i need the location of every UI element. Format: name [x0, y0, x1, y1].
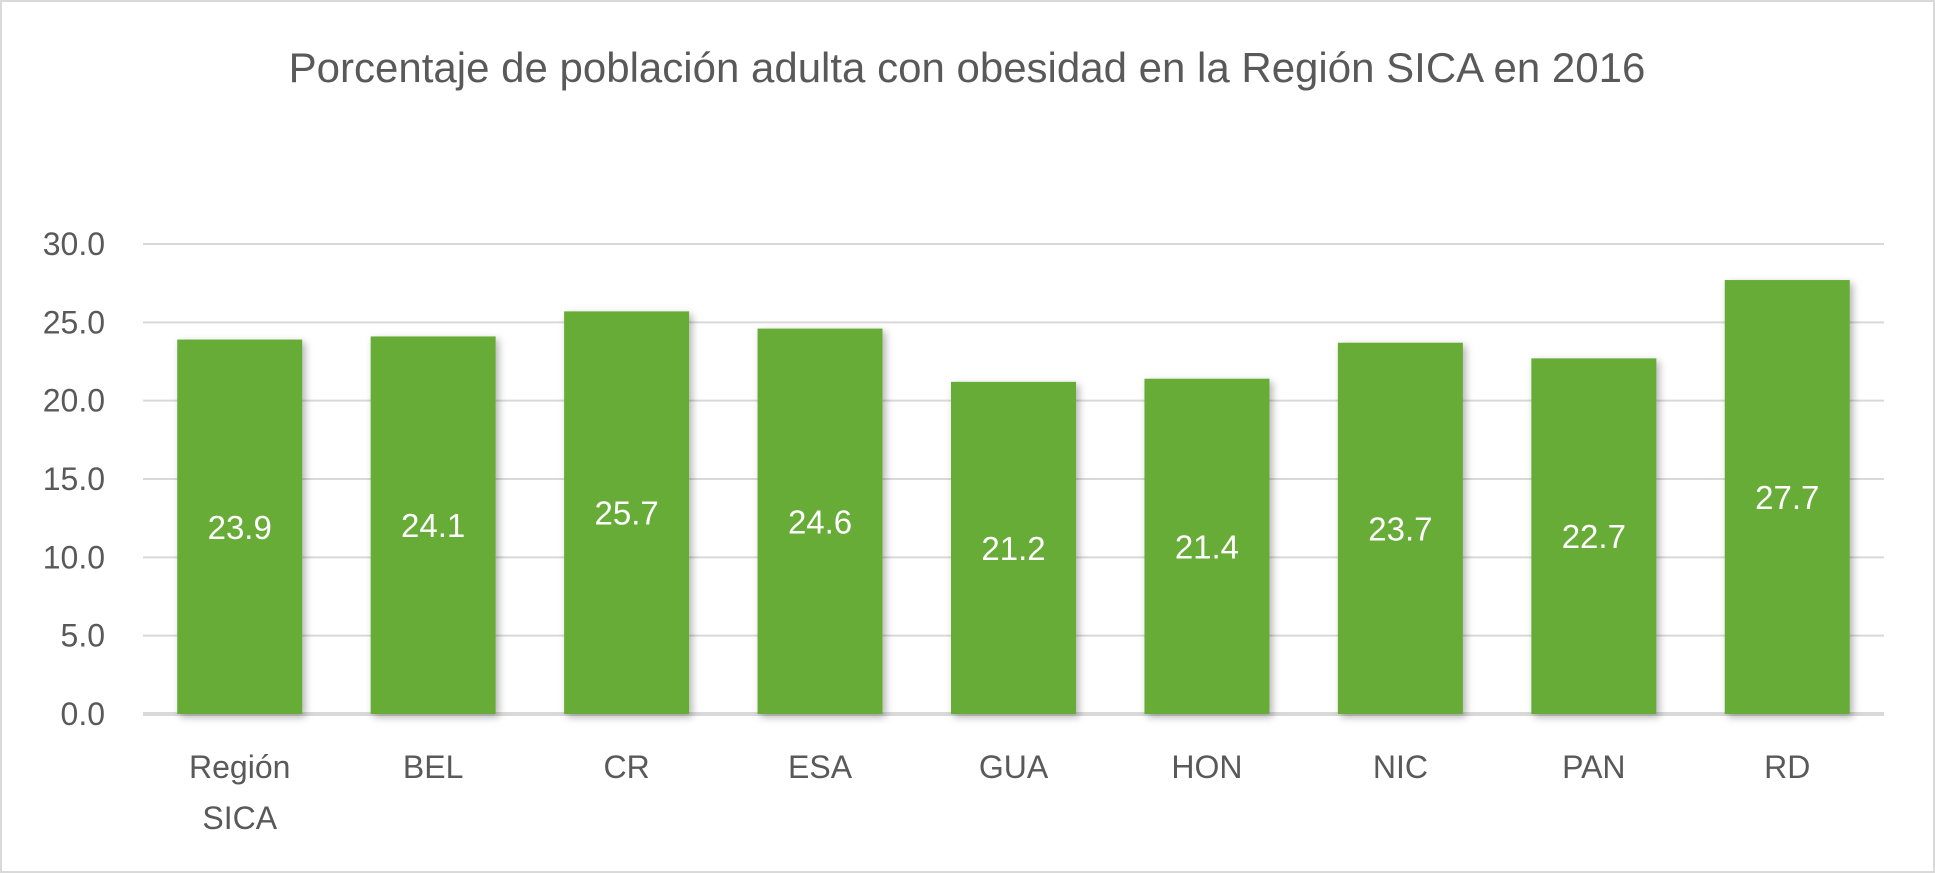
- x-category-label: PAN: [1562, 749, 1625, 785]
- data-label: 24.6: [788, 503, 852, 540]
- data-label: 21.2: [981, 530, 1045, 567]
- x-category-label: ESA: [788, 749, 853, 785]
- bar: [370, 336, 496, 714]
- x-category-label: CR: [604, 749, 650, 785]
- data-label: 22.7: [1562, 518, 1626, 555]
- y-tick-label: 10.0: [43, 539, 105, 575]
- bar: [1337, 342, 1463, 714]
- y-tick-label: 25.0: [43, 304, 105, 340]
- y-axis-ticks: 0.0 5.0 10.0 15.0 20.0 25.0 30.0: [43, 226, 105, 732]
- x-category-label: SICA: [202, 800, 277, 836]
- x-category-label: GUA: [979, 749, 1049, 785]
- data-label: 23.7: [1368, 510, 1432, 547]
- bar: [951, 381, 1076, 714]
- bars: [177, 280, 1850, 714]
- bar: [177, 339, 303, 714]
- x-category-label: Región: [189, 749, 290, 785]
- data-labels: 23.9 24.1 25.7 24.6 21.2 21.4 23.7 22.7 27.7: [208, 479, 1820, 567]
- x-category-label: HON: [1171, 749, 1242, 785]
- bar: [1531, 358, 1657, 714]
- data-label: 21.4: [1175, 528, 1239, 565]
- x-category-label: NIC: [1373, 749, 1428, 785]
- x-category-label: RD: [1764, 749, 1810, 785]
- data-label: 27.7: [1755, 479, 1819, 516]
- data-label: 25.7: [594, 495, 658, 532]
- bar: [1724, 280, 1850, 714]
- y-tick-label: 5.0: [61, 618, 105, 654]
- chart-title: Porcentaje de población adulta con obesi…: [289, 44, 1646, 91]
- x-axis-labels: Región SICA BEL CR ESA GUA HON NIC PAN RD: [189, 749, 1810, 836]
- y-tick-label: 20.0: [43, 383, 105, 419]
- bar: [564, 311, 690, 714]
- y-tick-label: 0.0: [61, 696, 105, 732]
- y-tick-label: 15.0: [43, 461, 105, 497]
- data-label: 23.9: [208, 509, 272, 546]
- y-tick-label: 30.0: [43, 226, 105, 262]
- bar: [1144, 378, 1270, 714]
- x-category-label: BEL: [403, 749, 463, 785]
- data-label: 24.1: [401, 507, 465, 544]
- bar: [757, 328, 883, 714]
